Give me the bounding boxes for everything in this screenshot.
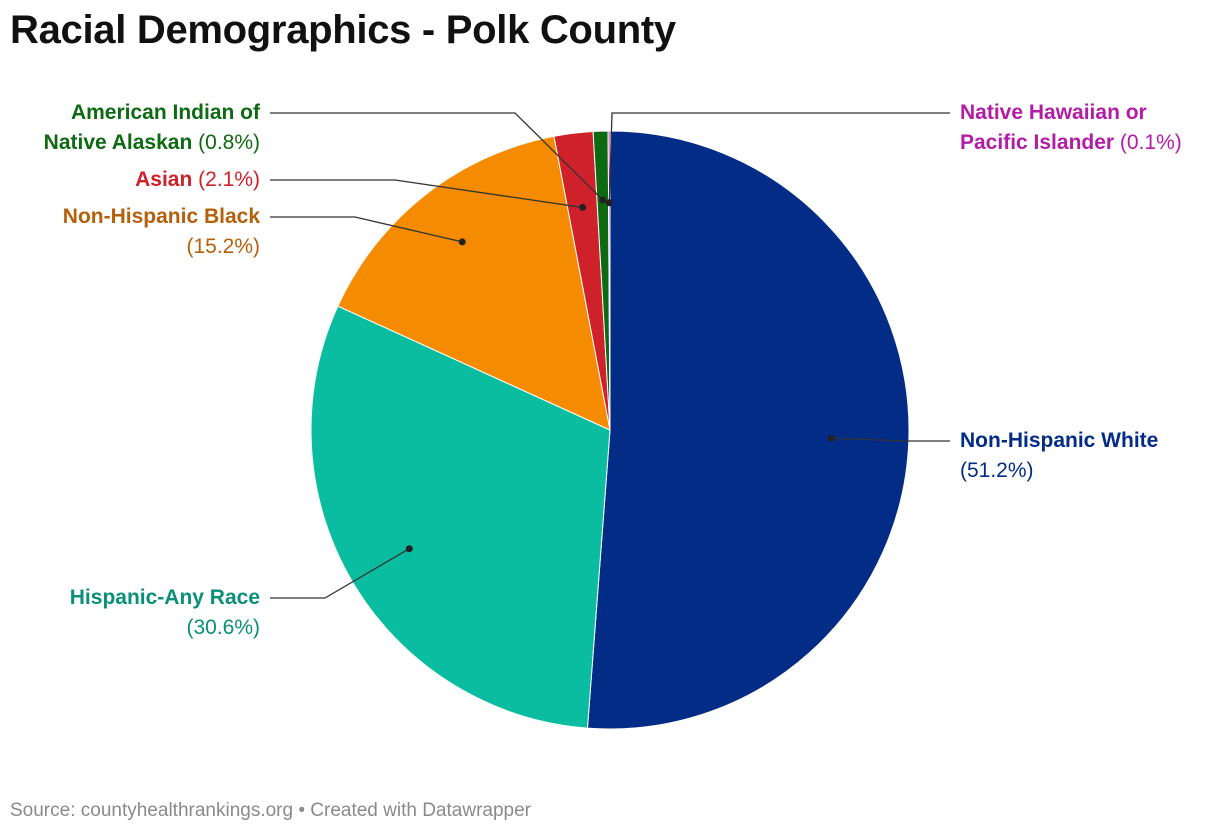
- leader-line-asian: [270, 179, 583, 209]
- leader-line-hispanic-any-race: [270, 548, 410, 599]
- leader-line-non-hispanic-black: [270, 216, 463, 243]
- leader-lines: [270, 112, 950, 599]
- slice-value-non-hispanic-white: (51.2%): [960, 459, 1034, 482]
- pie-slice-non-hispanic-white: [586, 130, 910, 730]
- slice-label-non-hispanic-black: Non-Hispanic Black (15.2%): [63, 202, 260, 262]
- leader-line-american-indian-of-native-alaskan: [270, 112, 604, 201]
- leader-dot-non-hispanic-black: [458, 238, 466, 246]
- slice-name-native-hawaiian-or-pacific-islander-line-1: Native Hawaiian or: [960, 101, 1147, 124]
- slice-name-native-hawaiian-or-pacific-islander-line-2: Pacific Islander: [960, 131, 1115, 154]
- slice-name-hispanic-any-race-line-1: Hispanic-Any Race: [69, 586, 260, 609]
- slice-name-american-indian-of-native-alaskan-line-1: American Indian of: [70, 101, 260, 124]
- pie-slices: [310, 130, 910, 730]
- slice-value-non-hispanic-black: (15.2%): [186, 235, 260, 258]
- leader-dot-asian: [579, 203, 587, 211]
- leader-line-non-hispanic-white: [831, 437, 950, 442]
- slice-name-american-indian-of-native-alaskan-line-2: Native Alaskan: [43, 131, 193, 154]
- slice-label-hispanic-any-race: Hispanic-Any Race (30.6%): [70, 583, 260, 643]
- slice-value-native-hawaiian-or-pacific-islander: (0.1%): [1114, 131, 1182, 154]
- slice-label-american-indian-of-native-alaskan: American Indian of Native Alaskan (0.8%): [44, 98, 260, 158]
- leader-dot-non-hispanic-white: [827, 434, 835, 442]
- pie-slice-non-hispanic-black: [337, 135, 611, 431]
- slice-name-asian-line-1: Asian: [135, 168, 193, 191]
- leader-dot-american-indian-of-native-alaskan: [599, 196, 607, 204]
- leader-line-native-hawaiian-or-pacific-islander: [608, 112, 950, 203]
- slice-value-asian: (2.1%): [192, 168, 260, 191]
- slice-value-hispanic-any-race: (30.6%): [186, 616, 260, 639]
- slice-name-non-hispanic-white-line-1: Non-Hispanic White: [960, 429, 1159, 452]
- leader-dot-native-hawaiian-or-pacific-islander: [605, 199, 613, 207]
- slice-name-non-hispanic-black-line-1: Non-Hispanic Black: [62, 205, 260, 228]
- slice-label-non-hispanic-white: Non-Hispanic White (51.2%): [960, 426, 1158, 486]
- slice-label-native-hawaiian-or-pacific-islander: Native Hawaiian or Pacific Islander (0.1%…: [960, 98, 1182, 158]
- slice-label-asian: Asian (2.1%): [135, 165, 260, 195]
- leader-dot-hispanic-any-race: [405, 545, 413, 553]
- source-footer: Source: countyhealthrankings.org • Creat…: [10, 800, 531, 821]
- slice-value-american-indian-of-native-alaskan: (0.8%): [192, 131, 260, 154]
- chart-title: Racial Demographics - Polk County: [10, 8, 676, 52]
